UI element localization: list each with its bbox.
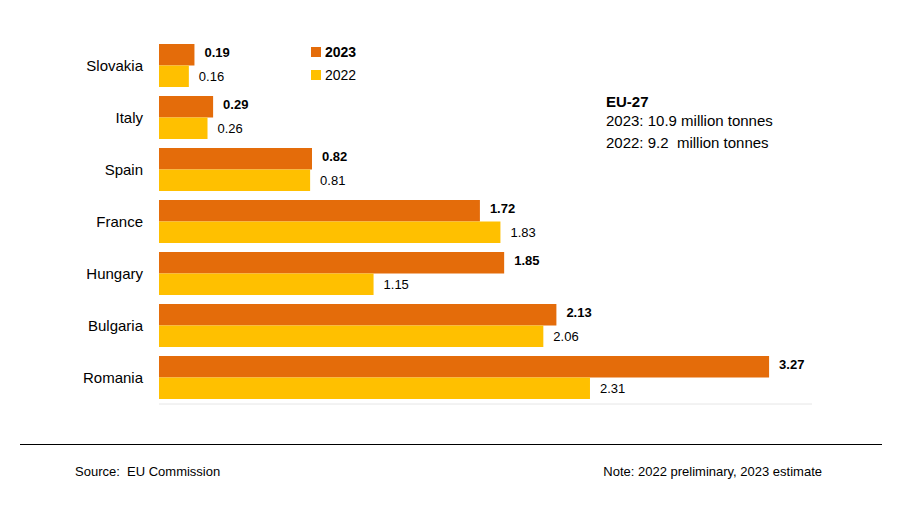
bar bbox=[159, 304, 556, 326]
bar bbox=[159, 200, 480, 222]
page: {"chart_data": {"type": "bar", "orientat… bbox=[0, 0, 898, 513]
annotation: EU-27 bbox=[606, 93, 649, 110]
x-axis-line bbox=[159, 404, 812, 405]
bars bbox=[159, 44, 769, 399]
category-label: Hungary bbox=[86, 265, 143, 282]
data-label: 0.16 bbox=[199, 69, 224, 84]
data-label: 2.31 bbox=[600, 381, 625, 396]
legend-swatch bbox=[311, 47, 321, 57]
data-labels: 0.19 0.29 0.82 1.72 1.85 2.13 3.27 0.16 0.26 0.81… bbox=[199, 45, 805, 397]
annotation: 2023: 10.9 million tonnes bbox=[606, 112, 773, 129]
data-label: 2.13 bbox=[566, 305, 591, 320]
data-label: 0.19 bbox=[204, 45, 229, 60]
bar bbox=[159, 66, 189, 88]
legend-label: 2022 bbox=[325, 67, 356, 83]
category-label: Romania bbox=[83, 369, 144, 386]
data-label: 2.06 bbox=[553, 329, 578, 344]
bar bbox=[159, 252, 504, 274]
annotation: Note: 2022 preliminary, 2023 estimate bbox=[603, 464, 822, 479]
bar bbox=[159, 96, 213, 118]
category-label: Bulgaria bbox=[88, 317, 144, 334]
data-label: 0.29 bbox=[223, 97, 248, 112]
bar bbox=[159, 356, 769, 378]
data-label: 1.72 bbox=[490, 201, 515, 216]
bar bbox=[159, 118, 208, 140]
data-label: 0.26 bbox=[218, 121, 243, 136]
category-label: Italy bbox=[115, 109, 143, 126]
annotation: 2022: 9.2 million tonnes bbox=[606, 134, 769, 151]
data-label: 1.85 bbox=[514, 253, 539, 268]
legend-label: 2023 bbox=[325, 44, 356, 60]
data-label: 0.81 bbox=[320, 173, 345, 188]
bar bbox=[159, 274, 374, 296]
annotation: Source: EU Commission bbox=[75, 464, 220, 479]
legend-swatch bbox=[311, 70, 321, 80]
category-label: Slovakia bbox=[86, 57, 143, 74]
data-label: 3.27 bbox=[779, 357, 804, 372]
category-label: France bbox=[96, 213, 143, 230]
data-label: 0.82 bbox=[322, 149, 347, 164]
bar bbox=[159, 148, 312, 170]
bar bbox=[159, 326, 543, 348]
bar bbox=[159, 44, 194, 66]
bar bbox=[159, 378, 590, 400]
bar bbox=[159, 222, 500, 244]
data-label: 1.83 bbox=[510, 225, 535, 240]
footer-rule bbox=[20, 444, 882, 445]
chart: Slovakia Italy Spain France Hungary Bulgaria R… bbox=[0, 0, 898, 513]
bar bbox=[159, 170, 310, 192]
category-label: Spain bbox=[105, 161, 143, 178]
data-label: 1.15 bbox=[384, 277, 409, 292]
